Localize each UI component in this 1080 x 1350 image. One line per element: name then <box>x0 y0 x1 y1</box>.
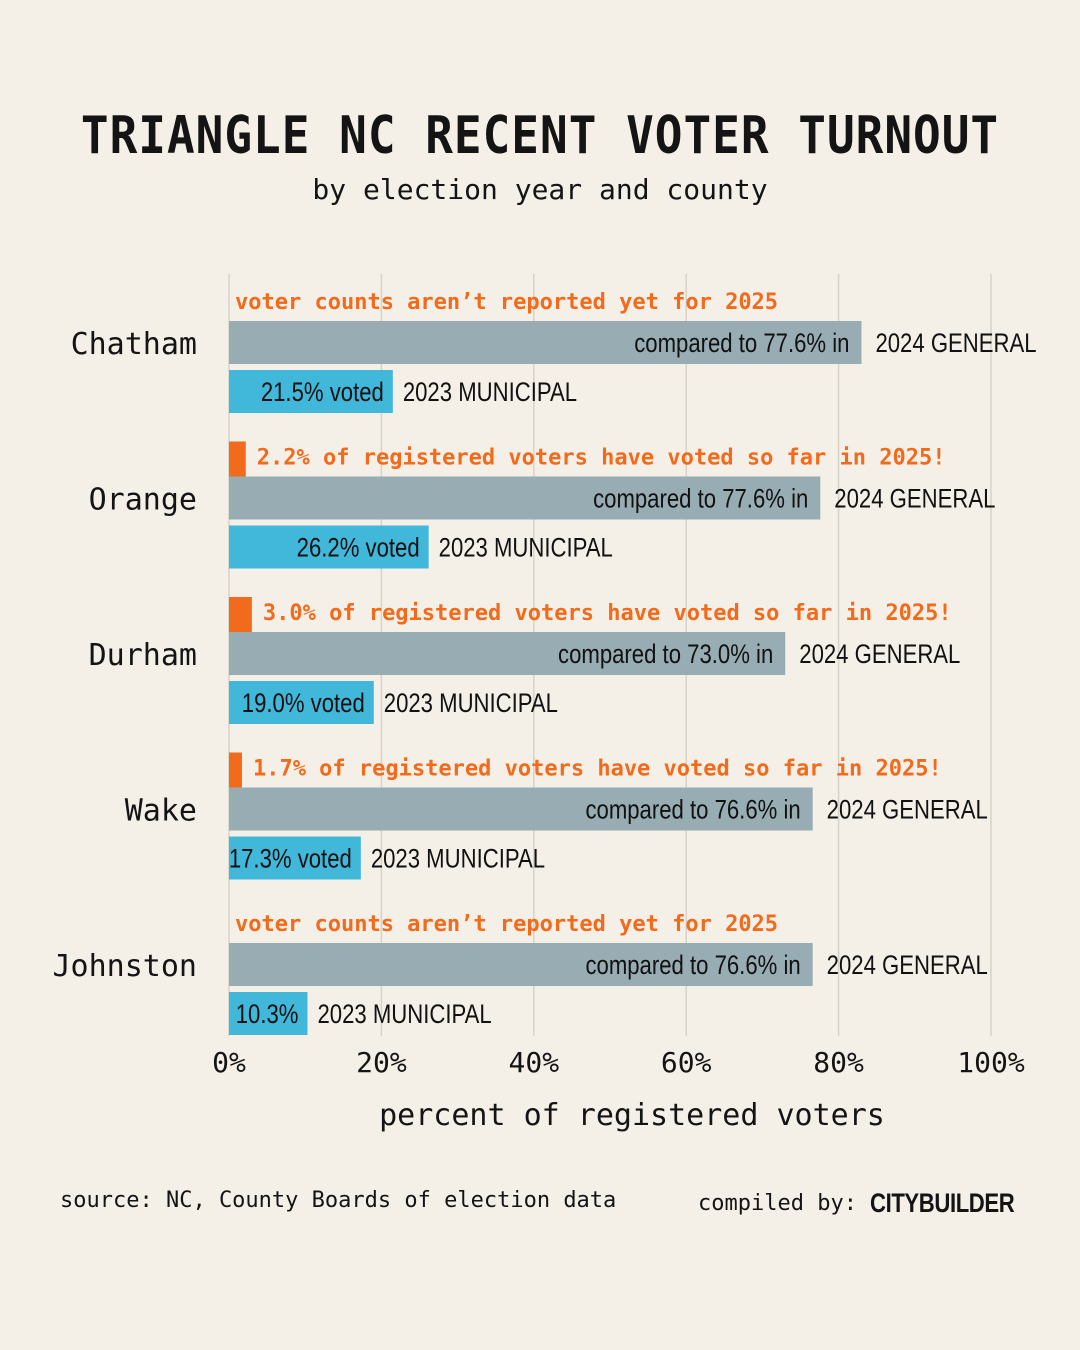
x-tick-label: 20% <box>356 1046 407 1079</box>
municipal-2023-tag: 2023 MUNICIPAL <box>371 845 545 875</box>
county-label: Orange <box>89 483 197 518</box>
county-group-wake: Wake 1.7% of registered voters have voted… <box>125 752 988 880</box>
municipal-2023-bar <box>229 681 374 724</box>
general-2024-bar <box>229 476 821 520</box>
general-2024-label: compared to 77.6% in <box>634 329 849 359</box>
general-2024-bar <box>229 943 813 986</box>
current-2025-note: 3.0% of registered voters have voted so … <box>263 601 952 626</box>
county-group-durham: Durham 3.0% of registered voters have vot… <box>89 597 960 724</box>
municipal-2023-tag: 2023 MUNICIPAL <box>317 1000 491 1030</box>
source-note: source: NC, County Boards of election da… <box>60 1188 617 1213</box>
general-2024-label: compared to 77.6% in <box>593 485 808 515</box>
current-2025-note: 2.2% of registered voters have voted so … <box>257 446 946 471</box>
citybuilder-logo: CITYBUILDER <box>870 1188 1015 1218</box>
general-2024-tag: 2024 GENERAL <box>875 329 1036 359</box>
chart-subtitle: by election year and county <box>312 173 768 206</box>
chart-title: TRIANGLE NC RECENT VOTER TURNOUT <box>80 104 1000 166</box>
municipal-2023-bar <box>229 370 393 413</box>
municipal-2023-tag: 2023 MUNICIPAL <box>384 689 558 719</box>
x-axis-title: percent of registered voters <box>379 1098 885 1133</box>
county-label: Durham <box>89 638 197 673</box>
general-2024-tag: 2024 GENERAL <box>827 796 988 826</box>
county-group-johnston: Johnston voter counts aren’t reported yet… <box>53 912 988 1035</box>
compiled-by-label: compiled by: <box>698 1191 857 1216</box>
county-group-chatham: Chatham voter counts aren’t reported yet … <box>71 290 1037 413</box>
general-2024-bar <box>229 632 786 675</box>
current-2025-bar <box>229 752 242 796</box>
county-label: Chatham <box>71 327 197 362</box>
general-2024-label: compared to 73.0% in <box>558 640 773 670</box>
general-2024-bar <box>229 787 813 831</box>
municipal-2023-label: 19.0% voted <box>242 689 365 719</box>
municipal-2023-bar <box>229 992 308 1035</box>
general-2024-tag: 2024 GENERAL <box>799 640 960 670</box>
county-group-orange: Orange 2.2% of registered voters have vot… <box>89 441 995 569</box>
x-tick-label: 100% <box>957 1046 1025 1079</box>
county-label: Wake <box>125 794 197 829</box>
county-label: Johnston <box>53 949 198 984</box>
municipal-2023-tag: 2023 MUNICIPAL <box>439 534 613 564</box>
municipal-2023-bar <box>229 525 429 569</box>
municipal-2023-label: 21.5% voted <box>261 378 384 408</box>
general-2024-tag: 2024 GENERAL <box>827 951 988 981</box>
x-axis: 0% 20% 40% 60% 80% 100% percent of registered … <box>212 1046 1025 1133</box>
municipal-2023-label: 26.2% voted <box>297 534 420 564</box>
general-2024-label: compared to 76.6% in <box>585 796 800 826</box>
x-tick-label: 80% <box>813 1046 864 1079</box>
general-2024-bar <box>229 321 862 364</box>
general-2024-label: compared to 76.6% in <box>585 951 800 981</box>
bars: Chatham voter counts aren’t reported yet … <box>53 290 1037 1035</box>
x-tick-label: 60% <box>661 1046 712 1079</box>
municipal-2023-bar <box>229 836 361 880</box>
current-2025-bar <box>229 441 246 485</box>
municipal-2023-tag: 2023 MUNICIPAL <box>403 378 577 408</box>
municipal-2023-label: 17.3% voted <box>229 845 352 875</box>
municipal-2023-label: 10.3% <box>236 1000 299 1030</box>
current-2025-note: voter counts aren’t reported yet for 202… <box>235 290 778 315</box>
current-2025-bar <box>229 597 252 640</box>
current-2025-note: 1.7% of registered voters have voted so … <box>253 757 942 782</box>
current-2025-note: voter counts aren’t reported yet for 202… <box>235 912 778 937</box>
x-tick-label: 0% <box>212 1046 246 1079</box>
general-2024-tag: 2024 GENERAL <box>834 485 995 515</box>
compiled-by: compiled by: CITYBUILDER <box>698 1188 1046 1219</box>
x-tick-label: 40% <box>509 1046 560 1079</box>
